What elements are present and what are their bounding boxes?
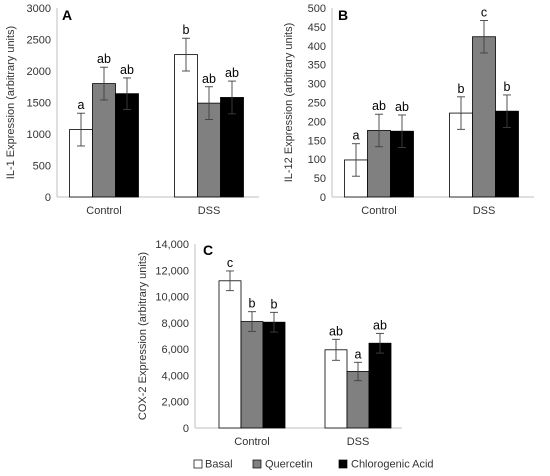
- legend-swatch-quercetin: [252, 459, 262, 469]
- y-tick-label: 100: [308, 154, 326, 166]
- significance-letter: b: [458, 82, 465, 96]
- y-tick-label: 50: [314, 173, 326, 185]
- x-tick-label: Control: [86, 205, 121, 217]
- x-tick-label: DSS: [347, 436, 370, 448]
- y-tick-label: 0: [183, 423, 189, 435]
- significance-letter: b: [271, 297, 278, 311]
- significance-letter: a: [353, 129, 360, 143]
- bar: [92, 83, 116, 198]
- y-axis-label: COX-2 Expression (arbitrary units): [137, 252, 149, 420]
- chart-panel-c: 0 2,000 4,000 6,000 8,000 10,000 12,000 14,000 C…: [137, 239, 402, 448]
- significance-letter: ab: [372, 99, 386, 113]
- legend-swatch-basal: [193, 459, 203, 469]
- significance-letter: a: [355, 347, 362, 361]
- significance-letter: ab: [329, 324, 343, 338]
- y-tick-label: 500: [308, 3, 326, 15]
- legend: Basal Quercetin Chlorogenic Acid: [193, 459, 434, 471]
- y-tick-label: 200: [308, 116, 326, 128]
- y-tick-label: 250: [308, 98, 326, 110]
- y-tick-label: 300: [308, 79, 326, 91]
- y-tick-label: 6,000: [161, 344, 189, 356]
- legend-swatch-chlorogenic-acid: [338, 459, 348, 469]
- y-tick-label: 1500: [27, 98, 51, 110]
- chart-panel-b: 0 50 100 150 200 250 300 350 400 450 500 IL-12 Expr…: [283, 3, 534, 217]
- y-tick-label: 2000: [27, 66, 51, 78]
- bar: [240, 321, 264, 429]
- y-tick-label: 4,000: [161, 370, 189, 382]
- x-tick-label: DSS: [198, 205, 221, 217]
- panel-letter: B: [338, 7, 348, 23]
- bar: [174, 54, 198, 198]
- panel-letter: C: [203, 242, 213, 258]
- significance-letter: ab: [225, 66, 239, 80]
- y-tick-label: 3000: [27, 3, 51, 15]
- bar: [368, 342, 392, 429]
- significance-letter: ab: [202, 72, 216, 86]
- y-tick-label: 150: [308, 135, 326, 147]
- y-tick-label: 0: [320, 192, 326, 204]
- y-tick-label: 0: [45, 192, 51, 204]
- significance-letter: b: [249, 297, 256, 311]
- legend-label-quercetin: Quercetin: [265, 459, 313, 471]
- y-tick-label: 2500: [27, 35, 51, 47]
- significance-letter: a: [78, 98, 85, 112]
- significance-letter: b: [183, 23, 190, 37]
- y-tick-label: 12,000: [155, 265, 189, 277]
- y-tick-label: 2,000: [161, 397, 189, 409]
- bar: [218, 280, 242, 429]
- significance-letter: ab: [97, 52, 111, 66]
- y-tick-label: 10,000: [155, 292, 189, 304]
- y-axis-label: IL-12 Expression (arbitrary units): [283, 23, 295, 183]
- x-tick-label: Control: [234, 436, 269, 448]
- chart-panel-a: 0 500 1000 1500 2000 2500 3000 IL-1 Expression …: [5, 3, 259, 217]
- significance-letter: ab: [373, 318, 387, 332]
- y-tick-label: 400: [308, 41, 326, 53]
- y-tick-label: 1000: [27, 129, 51, 141]
- y-axis-label: IL-1 Expression (arbitrary units): [5, 26, 17, 179]
- significance-letter: b: [504, 80, 511, 94]
- y-tick-label: 450: [308, 22, 326, 34]
- significance-letter: c: [227, 256, 233, 270]
- bar: [262, 321, 286, 429]
- y-tick-label: 8,000: [161, 318, 189, 330]
- legend-label-basal: Basal: [205, 459, 233, 471]
- bar: [324, 349, 348, 429]
- x-tick-label: DSS: [473, 205, 496, 217]
- bar: [472, 36, 496, 198]
- significance-letter: ab: [120, 63, 134, 77]
- panel-letter: A: [62, 7, 72, 23]
- y-tick-label: 14,000: [155, 239, 189, 251]
- significance-letter: c: [481, 5, 487, 19]
- y-tick-label: 350: [308, 60, 326, 72]
- y-tick-label: 500: [33, 161, 51, 173]
- significance-letter: ab: [395, 100, 409, 114]
- legend-label-chlorogenic-acid: Chlorogenic Acid: [351, 459, 434, 471]
- x-tick-label: Control: [361, 205, 396, 217]
